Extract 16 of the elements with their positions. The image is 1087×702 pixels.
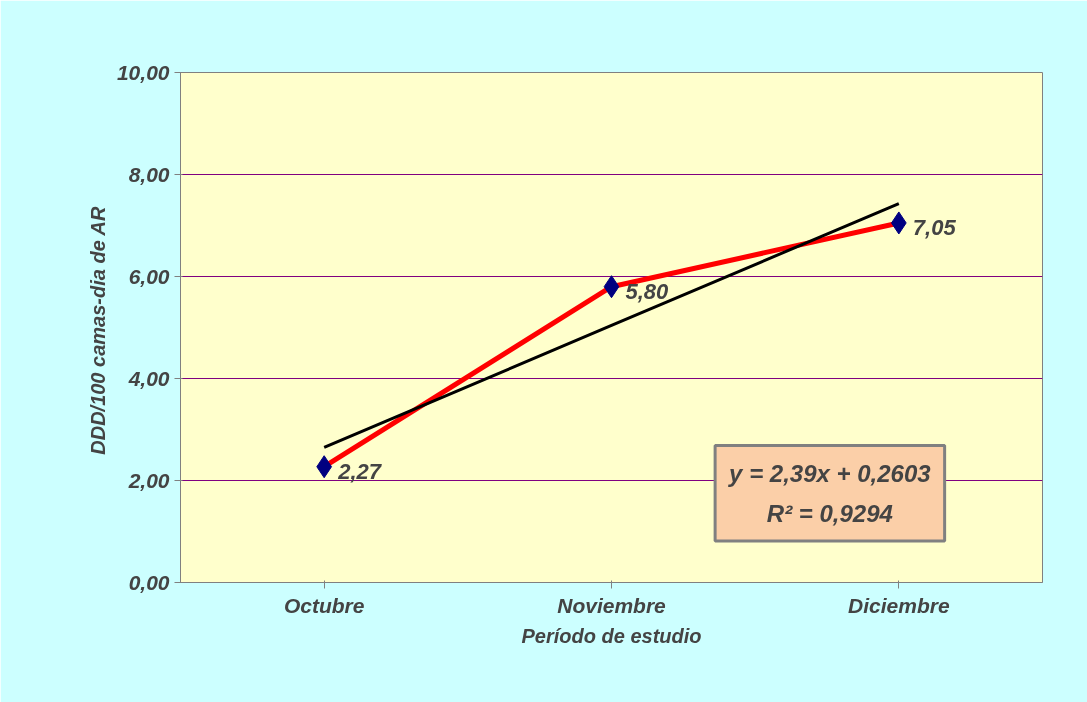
y-tick-label: 6,00 [128,264,170,288]
y-tick-label: 8,00 [128,162,170,186]
y-tick-label: 2,00 [127,468,170,492]
y-axis-title: DDD/100 camas-dia de AR [86,205,109,455]
x-tick-label: Noviembre [557,593,667,617]
y-tick-label: 10,00 [116,60,170,84]
y-tick-label: 0,00 [128,570,170,594]
y-tick-label: 4,00 [127,366,170,390]
x-tick-label: Diciembre [848,593,950,617]
data-label: 2,27 [337,458,383,484]
annotation: y = 2,39x + 0,2603 [728,459,932,487]
x-tick-label: Octubre [283,593,365,617]
data-label: 7,05 [912,214,957,240]
x-axis-title: Período de estudio [521,624,702,647]
data-label: 5,80 [625,278,670,304]
annotation: R² = 0,9294 [766,500,893,527]
